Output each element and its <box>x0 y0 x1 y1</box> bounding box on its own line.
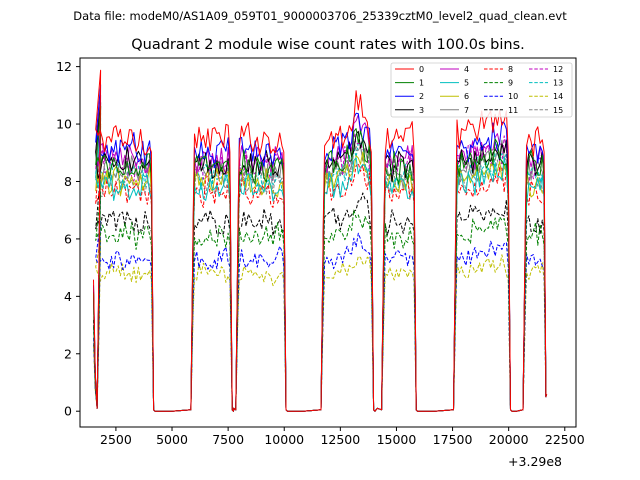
series-line-7 <box>93 112 548 412</box>
legend-label-1: 1 <box>419 79 424 88</box>
legend-label-15: 15 <box>553 106 563 115</box>
legend-label-8: 8 <box>508 65 513 74</box>
legend-label-4: 4 <box>464 65 469 74</box>
legend-label-11: 11 <box>508 106 518 115</box>
plot-frame <box>79 57 577 428</box>
legend-label-5: 5 <box>464 79 469 88</box>
x-tick-label: 20000 <box>489 432 529 447</box>
y-tick-label: 8 <box>64 174 72 189</box>
x-tick-label: 5000 <box>156 432 188 447</box>
y-tick-label: 2 <box>64 346 72 361</box>
series-line-10 <box>93 220 548 412</box>
series-line-6 <box>93 123 548 412</box>
x-offset-label: +3.29e8 <box>508 454 562 469</box>
series-line-0 <box>93 69 548 412</box>
series-line-3 <box>93 102 548 412</box>
legend-label-10: 10 <box>508 92 518 101</box>
chart-title: Quadrant 2 module wise count rates with … <box>131 37 525 53</box>
legend-label-14: 14 <box>553 92 563 101</box>
figure-suptitle: Data file: modeM0/AS1A09_059T01_90000037… <box>73 9 567 23</box>
y-tick-label: 0 <box>64 404 72 419</box>
x-tick-label: 2500 <box>100 432 132 447</box>
x-tick-label: 10000 <box>264 432 304 447</box>
series-line-1 <box>93 105 548 412</box>
legend-label-0: 0 <box>419 65 424 74</box>
legend-label-9: 9 <box>508 79 513 88</box>
legend-label-13: 13 <box>553 79 563 88</box>
series-layer <box>93 69 548 412</box>
legend-label-12: 12 <box>553 65 563 74</box>
y-tick-label: 12 <box>56 59 72 74</box>
legend-box <box>390 62 573 118</box>
x-tick-label: 7500 <box>212 432 244 447</box>
legend-label-2: 2 <box>419 92 424 101</box>
x-tick-label: 12500 <box>320 432 360 447</box>
y-tick-label: 10 <box>56 117 72 132</box>
legend-label-6: 6 <box>464 92 469 101</box>
x-tick-label: 15000 <box>377 432 417 447</box>
x-tick-label: 22500 <box>545 432 585 447</box>
series-line-5 <box>93 130 548 412</box>
series-line-15 <box>93 123 548 412</box>
series-line-9 <box>93 191 548 412</box>
legend-label-3: 3 <box>419 106 424 115</box>
x-tick-label: 17500 <box>433 432 473 447</box>
series-line-2 <box>93 84 548 412</box>
series-line-14 <box>93 238 548 412</box>
series-line-11 <box>93 173 548 412</box>
axis-ticks: 2500 5000 7500 10000 12500 15000 17500 20000 225… <box>56 59 585 447</box>
y-tick-label: 6 <box>64 231 72 246</box>
y-tick-label: 4 <box>64 289 72 304</box>
legend-label-7: 7 <box>464 106 469 115</box>
